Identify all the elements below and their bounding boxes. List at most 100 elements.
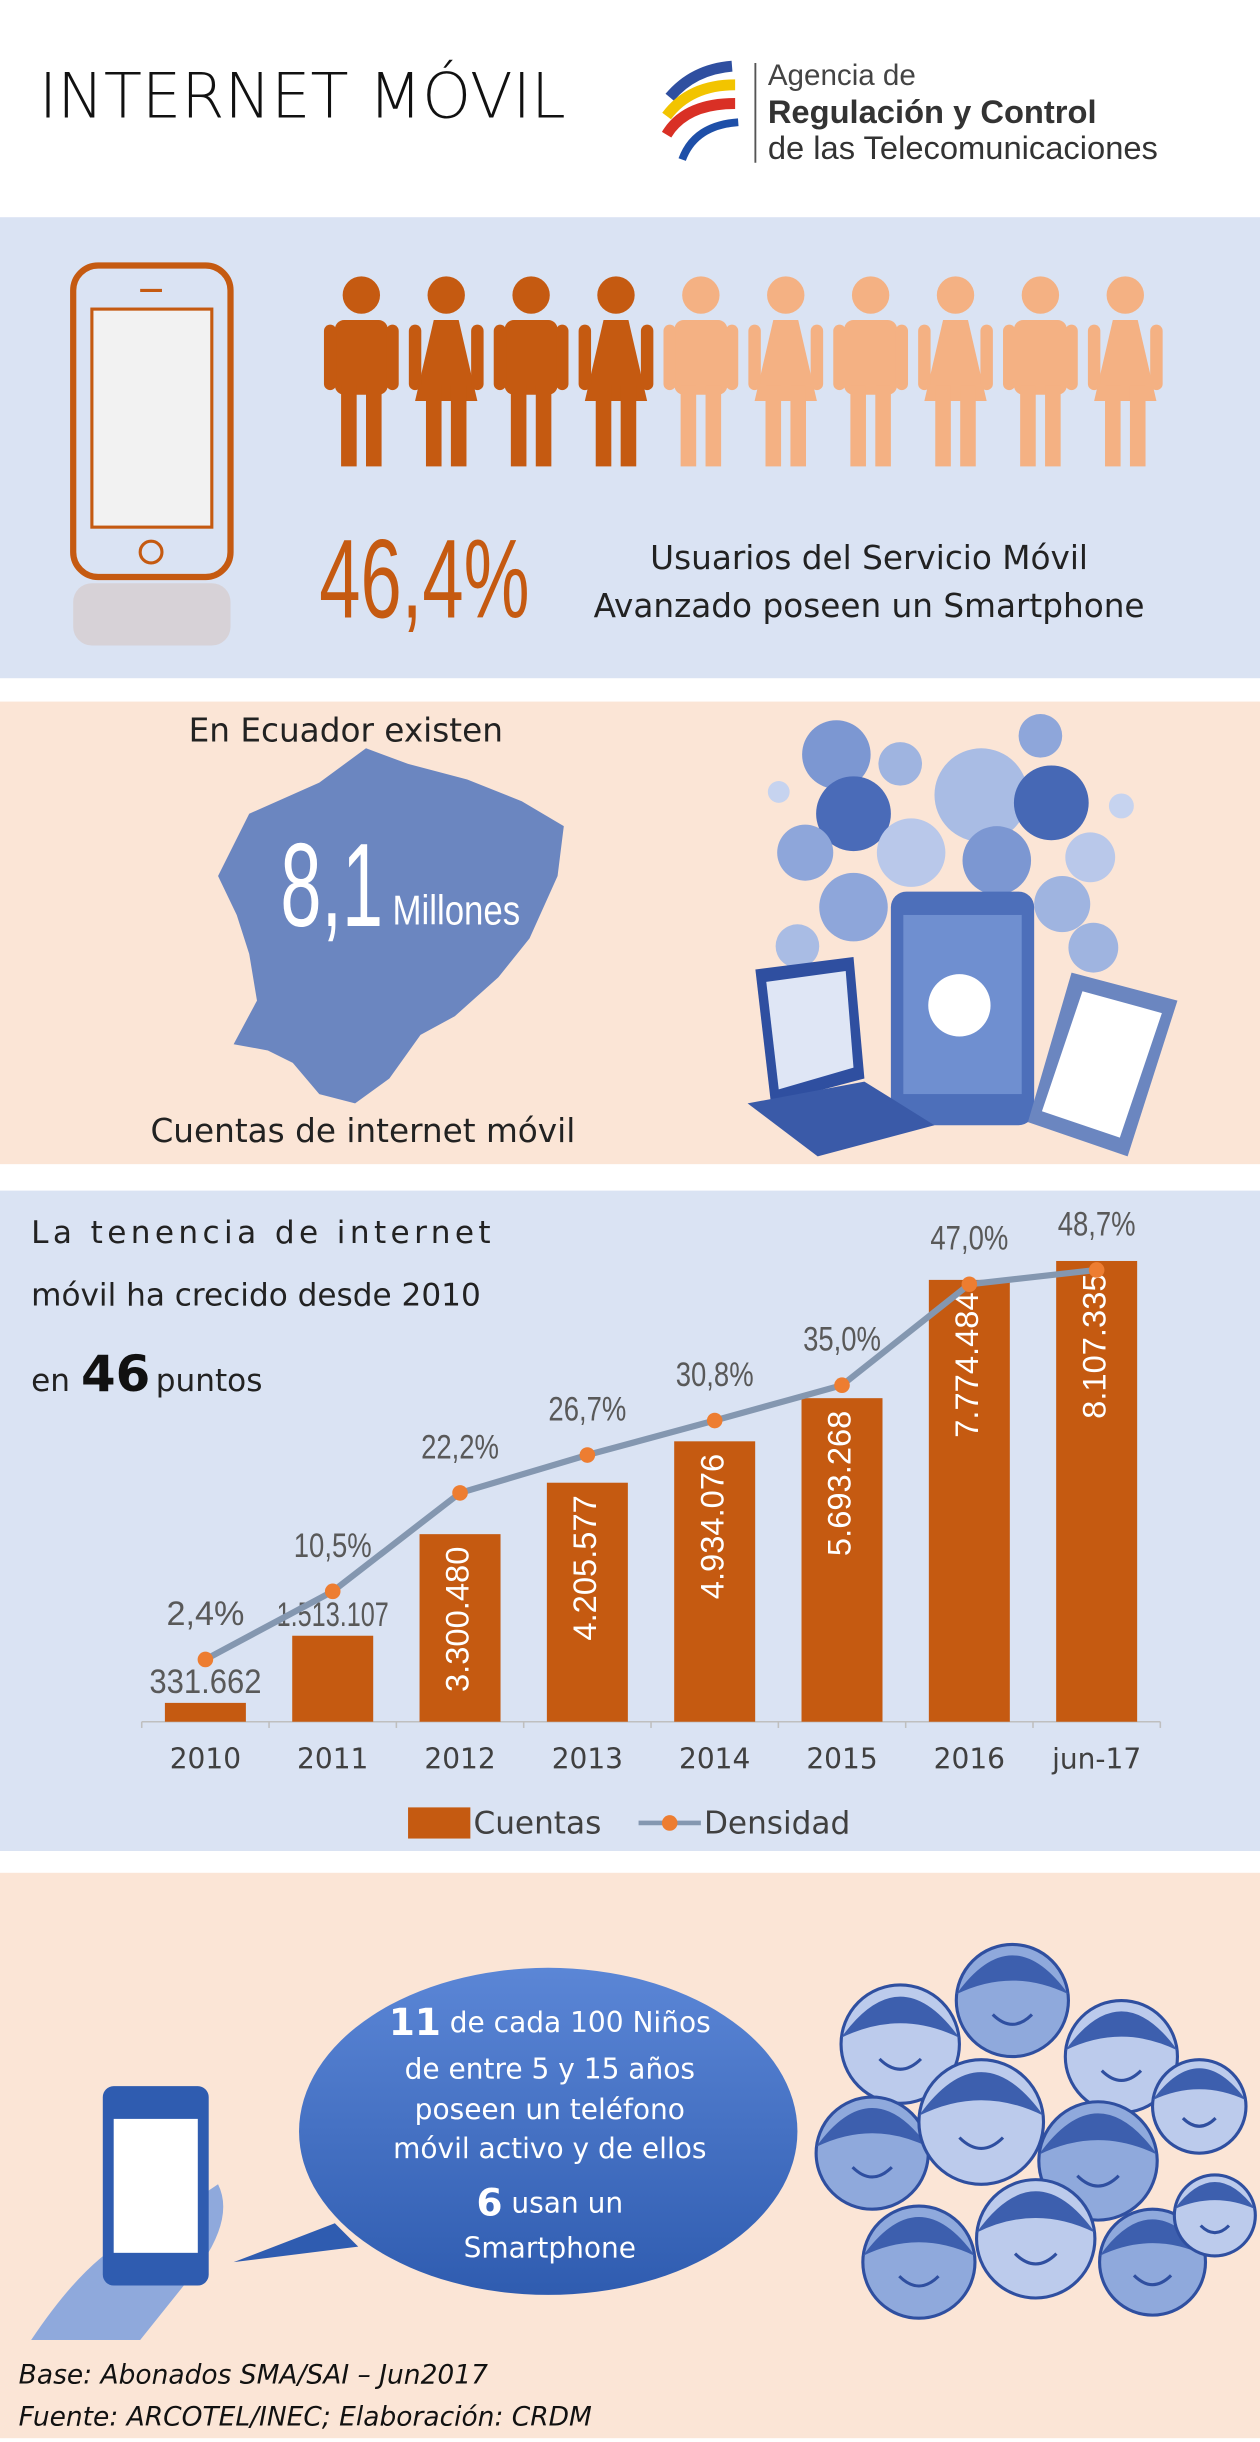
child-smile [1181, 2116, 1217, 2128]
bar [164, 1702, 246, 1722]
x-tick-label: 2013 [552, 1743, 623, 1776]
person-icon [918, 276, 993, 467]
icon-bubble [816, 776, 891, 852]
person-arm [556, 324, 569, 391]
logo-arc [678, 118, 739, 162]
child-hair [1038, 2113, 1158, 2155]
growth-text: La tenencia de internet [31, 1215, 490, 1251]
person-head [851, 276, 890, 314]
person-leg [1045, 385, 1061, 467]
child-hair [841, 1996, 960, 2038]
person-leg [935, 385, 951, 467]
person-leg [366, 385, 382, 467]
chart: 2010 2011 2012 2013 2014 2015 2016 jun-17 331.66… [140, 1205, 1162, 1842]
phone-icon [70, 262, 234, 646]
child-hair [1174, 2181, 1256, 2210]
icon-bubble [1034, 876, 1091, 933]
icon-bubble [1068, 922, 1119, 973]
person-icon [1087, 276, 1163, 467]
device-avatar [928, 974, 991, 1037]
accounts-intro: En Ecuador existen [189, 712, 503, 750]
line [203, 1266, 1098, 1663]
person-arm [386, 324, 399, 391]
growth-text: puntos [156, 1363, 263, 1399]
person-leg [875, 385, 891, 467]
speech-bubble [299, 1967, 798, 2295]
person-icon [663, 276, 739, 467]
x-tick-label: 2011 [297, 1743, 368, 1776]
smartphone-caption: Avanzado poseen un Smartphone [594, 587, 1145, 625]
child-hair [816, 2107, 929, 2147]
person-body [844, 319, 898, 395]
child-hair [956, 1955, 1069, 1995]
icon-bubble [1013, 765, 1089, 841]
line-point [706, 1412, 723, 1429]
devices [747, 891, 1178, 1157]
line-value-label: 30,8% [676, 1356, 754, 1394]
child-smile [1013, 2252, 1058, 2266]
icon-bubble [767, 781, 790, 803]
person-leg [450, 385, 467, 467]
line-point [452, 1485, 468, 1501]
bubble-tail [233, 2223, 359, 2263]
person-arm [1150, 324, 1163, 391]
person-arm [578, 324, 592, 391]
logo-arc [665, 60, 733, 101]
icon-bubble [1108, 793, 1134, 819]
line-point [961, 1276, 978, 1293]
person-leg [595, 385, 612, 467]
bubble-text: móvil activo y de ellos [393, 2132, 706, 2165]
phone-screen [90, 307, 214, 529]
icon-bubble [819, 872, 888, 942]
person-icon [493, 276, 569, 467]
device-laptop-base [747, 1081, 935, 1157]
person-body [334, 319, 388, 395]
bubble-number: 11 [389, 1999, 441, 2043]
line-value-label: 26,7% [548, 1390, 626, 1428]
person-leg [1020, 385, 1036, 467]
child-smile [958, 2136, 1005, 2151]
app-icons [767, 714, 1134, 973]
child-smile [1199, 2224, 1231, 2235]
bubble-text: 11 de cada 100 Niños [389, 1999, 711, 2043]
child-smile [1100, 2069, 1143, 2082]
hand-phone [31, 2086, 224, 2341]
children-group [814, 1942, 1257, 2320]
bar [546, 1482, 628, 1722]
person-body [754, 319, 817, 401]
growth-text: en [31, 1363, 70, 1399]
person-arm [640, 324, 654, 391]
person-head [1021, 276, 1060, 314]
device-tablet-screen [1041, 991, 1162, 1138]
line-value-label: 2,4% [166, 1595, 244, 1633]
bar-value-label: 7.774.484 [948, 1292, 985, 1437]
person-head [936, 276, 975, 314]
person-arm [725, 324, 739, 391]
person-leg [535, 385, 552, 467]
bar-value-label: 4.934.076 [693, 1454, 730, 1599]
icon-bubble [962, 826, 1032, 895]
x-tick-label: 2010 [170, 1743, 241, 1776]
person-icon [323, 276, 399, 467]
bar-value-label: 4.205.577 [566, 1495, 603, 1640]
line-value-label: 22,2% [421, 1428, 499, 1466]
person-head [342, 276, 381, 314]
person-arm [810, 324, 824, 391]
icon-bubble [876, 818, 946, 887]
phone-screen [113, 2118, 198, 2253]
child-smile [851, 2166, 893, 2179]
line-value-label: 47,0% [930, 1220, 1008, 1258]
person-leg [425, 385, 442, 467]
person-body [415, 319, 478, 401]
bar-value-label: 8.107.335 [1075, 1273, 1112, 1418]
person-leg [765, 385, 782, 467]
child-hair [862, 2217, 975, 2256]
person-head [512, 276, 550, 314]
smartphone-percent: 46,4% [319, 516, 529, 642]
device-laptop-display [766, 971, 854, 1090]
section-bg [0, 1190, 1260, 1851]
person-body [504, 319, 558, 395]
bar [674, 1441, 756, 1722]
person-arm [408, 324, 422, 391]
page-title: INTERNET MÓVIL [39, 59, 566, 132]
